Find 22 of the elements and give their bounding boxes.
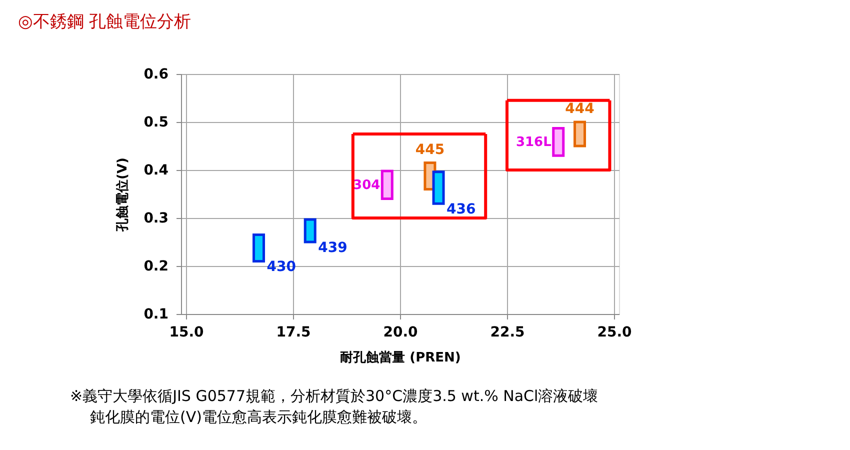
y-tick-label: 0.4: [144, 162, 169, 178]
series-label: 439: [318, 240, 348, 256]
x-axis-title: 耐孔蝕當量 (PREN): [340, 350, 461, 366]
x-tick-label: 15.0: [169, 324, 204, 340]
series-label: 445: [415, 142, 445, 158]
series-label: 444: [565, 101, 595, 117]
x-tick-label: 17.5: [276, 324, 311, 340]
y-tick-label: 0.5: [144, 114, 168, 130]
x-tick-label: 25.0: [597, 324, 632, 340]
y-tick-label: 0.1: [144, 306, 168, 322]
y-tick-label: 0.3: [144, 210, 168, 226]
x-tick-label: 20.0: [383, 324, 418, 340]
text: 鈍化膜的電位(V)電位愈高表示鈍化膜愈難被破壞。: [90, 408, 427, 426]
y-tick-label: 0.6: [144, 66, 168, 82]
y-tick-label: 0.2: [144, 258, 168, 274]
chart-title: ◎不銹鋼 孔蝕電位分析: [18, 12, 192, 32]
y-axis-title: 孔蝕電位(V): [116, 158, 131, 232]
series-label: 316L: [516, 134, 552, 150]
series-label: 430: [266, 259, 296, 276]
series-label: 436: [446, 202, 476, 218]
x-tick-label: 22.5: [490, 324, 525, 340]
text: ※義守大學依循JIS G0577規範，分析材質於30°C濃度3.5 wt.% NaCl溶液破壞: [70, 387, 598, 405]
